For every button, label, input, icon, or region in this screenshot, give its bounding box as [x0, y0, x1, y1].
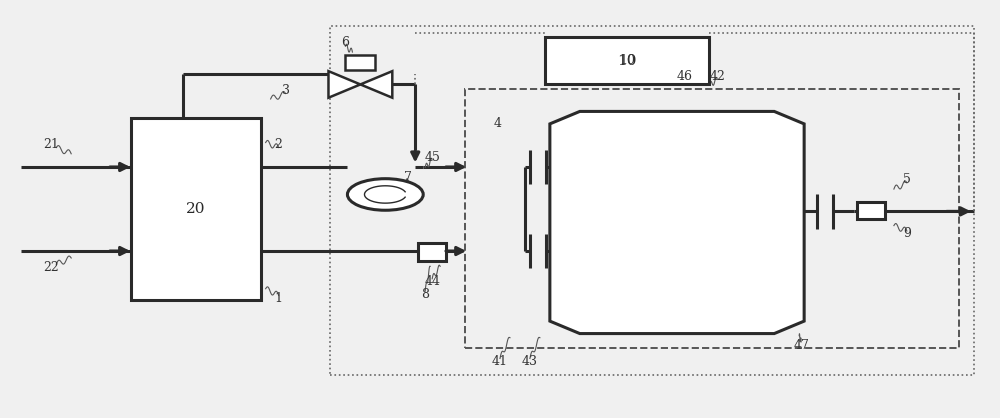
Text: 47: 47	[793, 339, 809, 352]
Text: 43: 43	[522, 355, 538, 368]
Bar	[857, 202, 885, 219]
Bar	[465, 89, 959, 348]
Bar	[345, 55, 375, 70]
Text: 20: 20	[186, 202, 206, 216]
Bar	[418, 243, 446, 261]
Bar	[330, 26, 974, 375]
Polygon shape	[550, 112, 804, 334]
Text: 9: 9	[903, 227, 911, 240]
Text: 6: 6	[341, 36, 349, 49]
Text: 4: 4	[494, 117, 502, 130]
Text: 21: 21	[43, 138, 59, 151]
Text: 8: 8	[421, 288, 429, 301]
Text: 22: 22	[43, 261, 59, 274]
Text: 42: 42	[709, 70, 725, 83]
Text: 10: 10	[617, 54, 637, 68]
Bar	[131, 117, 261, 301]
Circle shape	[347, 178, 423, 210]
Text: 3: 3	[282, 84, 290, 97]
Polygon shape	[360, 71, 392, 98]
Polygon shape	[328, 71, 360, 98]
Text: 44: 44	[424, 275, 440, 288]
Bar	[545, 37, 709, 84]
Text: 41: 41	[492, 355, 508, 368]
Text: 7: 7	[404, 171, 412, 184]
Text: 1: 1	[275, 292, 283, 305]
Text: 10: 10	[619, 54, 635, 67]
Text: 46: 46	[676, 70, 692, 83]
Text: 2: 2	[275, 138, 283, 151]
Text: 5: 5	[903, 173, 911, 186]
Text: 45: 45	[424, 150, 440, 163]
